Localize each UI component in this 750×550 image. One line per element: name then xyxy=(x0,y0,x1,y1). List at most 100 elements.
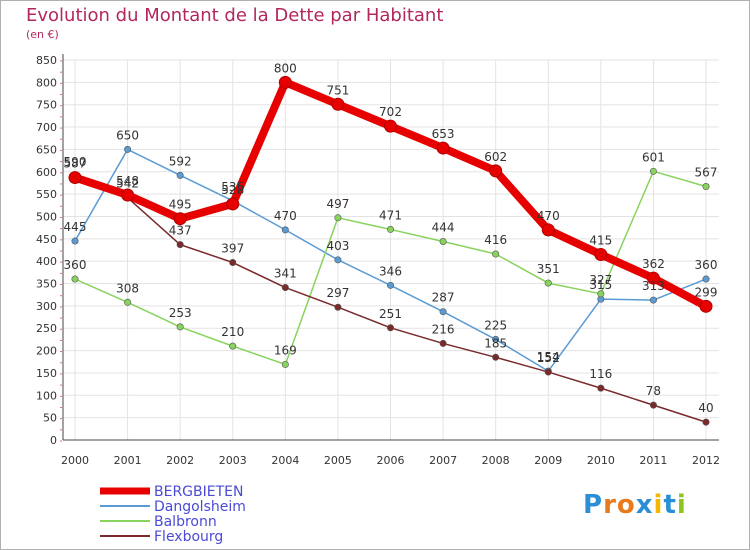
data-point xyxy=(489,164,503,178)
data-label: 751 xyxy=(326,83,349,97)
data-label: 437 xyxy=(169,224,192,238)
data-point xyxy=(597,384,605,392)
data-point xyxy=(334,256,342,264)
data-point xyxy=(124,145,132,153)
chart-title: Evolution du Montant de la Dette par Hab… xyxy=(26,5,444,26)
data-point xyxy=(544,368,552,376)
data-label: 470 xyxy=(537,209,560,223)
y-tick-label: 850 xyxy=(36,54,57,67)
data-point xyxy=(386,281,394,289)
data-label: 169 xyxy=(274,343,297,357)
x-tick-label: 2010 xyxy=(587,454,615,467)
data-point xyxy=(71,237,79,245)
data-point xyxy=(649,401,657,409)
y-tick-label: 50 xyxy=(43,412,57,425)
data-point xyxy=(594,247,608,261)
data-point xyxy=(68,171,82,185)
data-point xyxy=(124,298,132,306)
data-label: 308 xyxy=(116,281,139,295)
data-label: 602 xyxy=(484,150,507,164)
data-label: 397 xyxy=(221,242,244,256)
logo-letter: x xyxy=(635,490,654,520)
y-tick-label: 450 xyxy=(36,233,57,246)
data-point xyxy=(281,226,289,234)
y-tick-label: 100 xyxy=(36,389,57,402)
data-point xyxy=(439,308,447,316)
data-label: 315 xyxy=(589,278,612,292)
x-tick-label: 2011 xyxy=(639,454,667,467)
legend-label: BERGBIETEN xyxy=(154,484,243,500)
data-label: 313 xyxy=(642,279,665,293)
y-tick-label: 800 xyxy=(36,76,57,89)
data-point xyxy=(226,197,240,211)
data-label: 152 xyxy=(537,351,560,365)
data-point xyxy=(384,119,397,133)
y-tick-label: 700 xyxy=(36,121,57,134)
x-tick-label: 2007 xyxy=(429,454,457,467)
data-point xyxy=(544,279,552,287)
data-label: 327 xyxy=(589,273,612,287)
data-label: 587 xyxy=(64,157,87,171)
data-point xyxy=(649,296,657,304)
data-point xyxy=(492,335,500,343)
data-label: 471 xyxy=(379,208,402,222)
x-tick-label: 2003 xyxy=(219,454,247,467)
data-point xyxy=(699,299,713,313)
y-tick-label: 300 xyxy=(36,300,57,313)
data-point xyxy=(439,238,447,246)
y-tick-label: 500 xyxy=(36,210,57,223)
data-point xyxy=(176,241,184,249)
data-point xyxy=(278,75,292,89)
data-label: 351 xyxy=(537,262,560,276)
data-label: 497 xyxy=(326,197,349,211)
data-point xyxy=(229,342,237,350)
data-label: 444 xyxy=(432,221,455,235)
data-point xyxy=(597,290,605,298)
x-tick-label: 2002 xyxy=(166,454,194,467)
logo-letter: i xyxy=(676,490,687,520)
y-tick-label: 200 xyxy=(36,345,57,358)
data-label: 78 xyxy=(646,384,661,398)
legend-label: Flexbourg xyxy=(154,529,223,545)
data-point xyxy=(649,167,657,175)
chart-unit: (en €) xyxy=(26,28,59,41)
logo-letter: o xyxy=(616,490,636,520)
data-label: 416 xyxy=(484,233,507,247)
data-point xyxy=(492,353,500,361)
data-point xyxy=(176,323,184,331)
data-label: 346 xyxy=(379,264,402,278)
data-label: 470 xyxy=(274,209,297,223)
data-point xyxy=(386,225,394,233)
data-label: 360 xyxy=(695,258,718,272)
data-point xyxy=(541,223,555,237)
data-label: 548 xyxy=(116,174,139,188)
y-tick-label: 550 xyxy=(36,188,57,201)
logo-letter: i xyxy=(653,490,664,520)
data-point xyxy=(702,418,710,426)
data-point xyxy=(281,360,289,368)
y-tick-label: 750 xyxy=(36,99,57,112)
y-tick-label: 150 xyxy=(36,367,57,380)
data-label: 154 xyxy=(537,350,560,364)
data-label: 592 xyxy=(169,154,192,168)
proxiti-logo: Proxiti xyxy=(583,490,687,520)
data-label: 216 xyxy=(432,322,455,336)
data-label: 535 xyxy=(221,180,244,194)
data-point xyxy=(173,212,187,226)
data-label: 251 xyxy=(379,307,402,321)
data-point xyxy=(439,339,447,347)
x-tick-label: 2008 xyxy=(482,454,510,467)
data-point xyxy=(492,250,500,258)
data-point xyxy=(646,271,660,285)
x-tick-label: 2012 xyxy=(692,454,720,467)
logo-letter: P xyxy=(583,490,604,520)
data-label: 341 xyxy=(274,267,297,281)
y-tick-label: 400 xyxy=(36,255,57,268)
data-label: 542 xyxy=(116,177,139,191)
data-point xyxy=(436,141,450,155)
data-point xyxy=(229,259,237,267)
data-point xyxy=(176,171,184,179)
data-label: 650 xyxy=(116,128,139,142)
data-label: 185 xyxy=(484,336,507,350)
data-label: 702 xyxy=(379,105,402,119)
